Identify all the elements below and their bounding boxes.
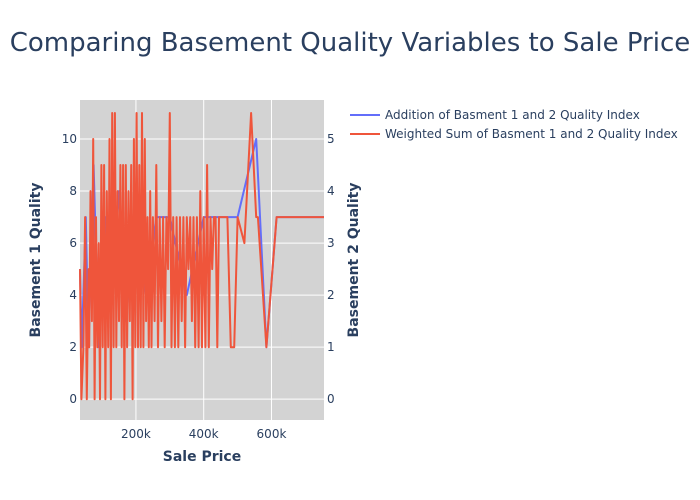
series-line-2 (79, 112, 324, 401)
y2-tick-label: 2 (327, 288, 335, 302)
y2-axis-ticks: 0 1 2 3 4 5 (327, 132, 335, 406)
series-layer (79, 112, 324, 401)
y-tick-label: 8 (69, 184, 77, 198)
y2-tick-label: 5 (327, 132, 335, 146)
y2-tick-label: 0 (327, 392, 335, 406)
chart-title: Comparing Basement Quality Variables to … (10, 28, 691, 58)
y-tick-label: 4 (69, 288, 77, 302)
y2-tick-label: 3 (327, 236, 335, 250)
x-axis-ticks: 200k 400k 600k (121, 427, 286, 441)
y2-axis-title: Basement 2 Quality (346, 183, 362, 338)
y-axis-ticks: 0 2 4 6 8 10 (62, 132, 77, 406)
x-tick-label: 200k (121, 427, 151, 441)
legend-label: Weighted Sum of Basment 1 and 2 Quality … (385, 127, 678, 141)
y-tick-label: 10 (62, 132, 77, 146)
legend: Addition of Basment 1 and 2 Quality Inde… (350, 108, 678, 141)
x-axis-title: Sale Price (163, 449, 241, 465)
y-tick-label: 0 (69, 392, 77, 406)
y-tick-label: 6 (69, 236, 77, 250)
x-tick-label: 400k (189, 427, 219, 441)
x-tick-label: 600k (257, 427, 287, 441)
y-axis-title: Basement 1 Quality (28, 183, 44, 338)
legend-label: Addition of Basment 1 and 2 Quality Inde… (385, 108, 640, 122)
y-tick-label: 2 (69, 340, 77, 354)
y2-tick-label: 4 (327, 184, 335, 198)
y2-tick-label: 1 (327, 340, 335, 354)
